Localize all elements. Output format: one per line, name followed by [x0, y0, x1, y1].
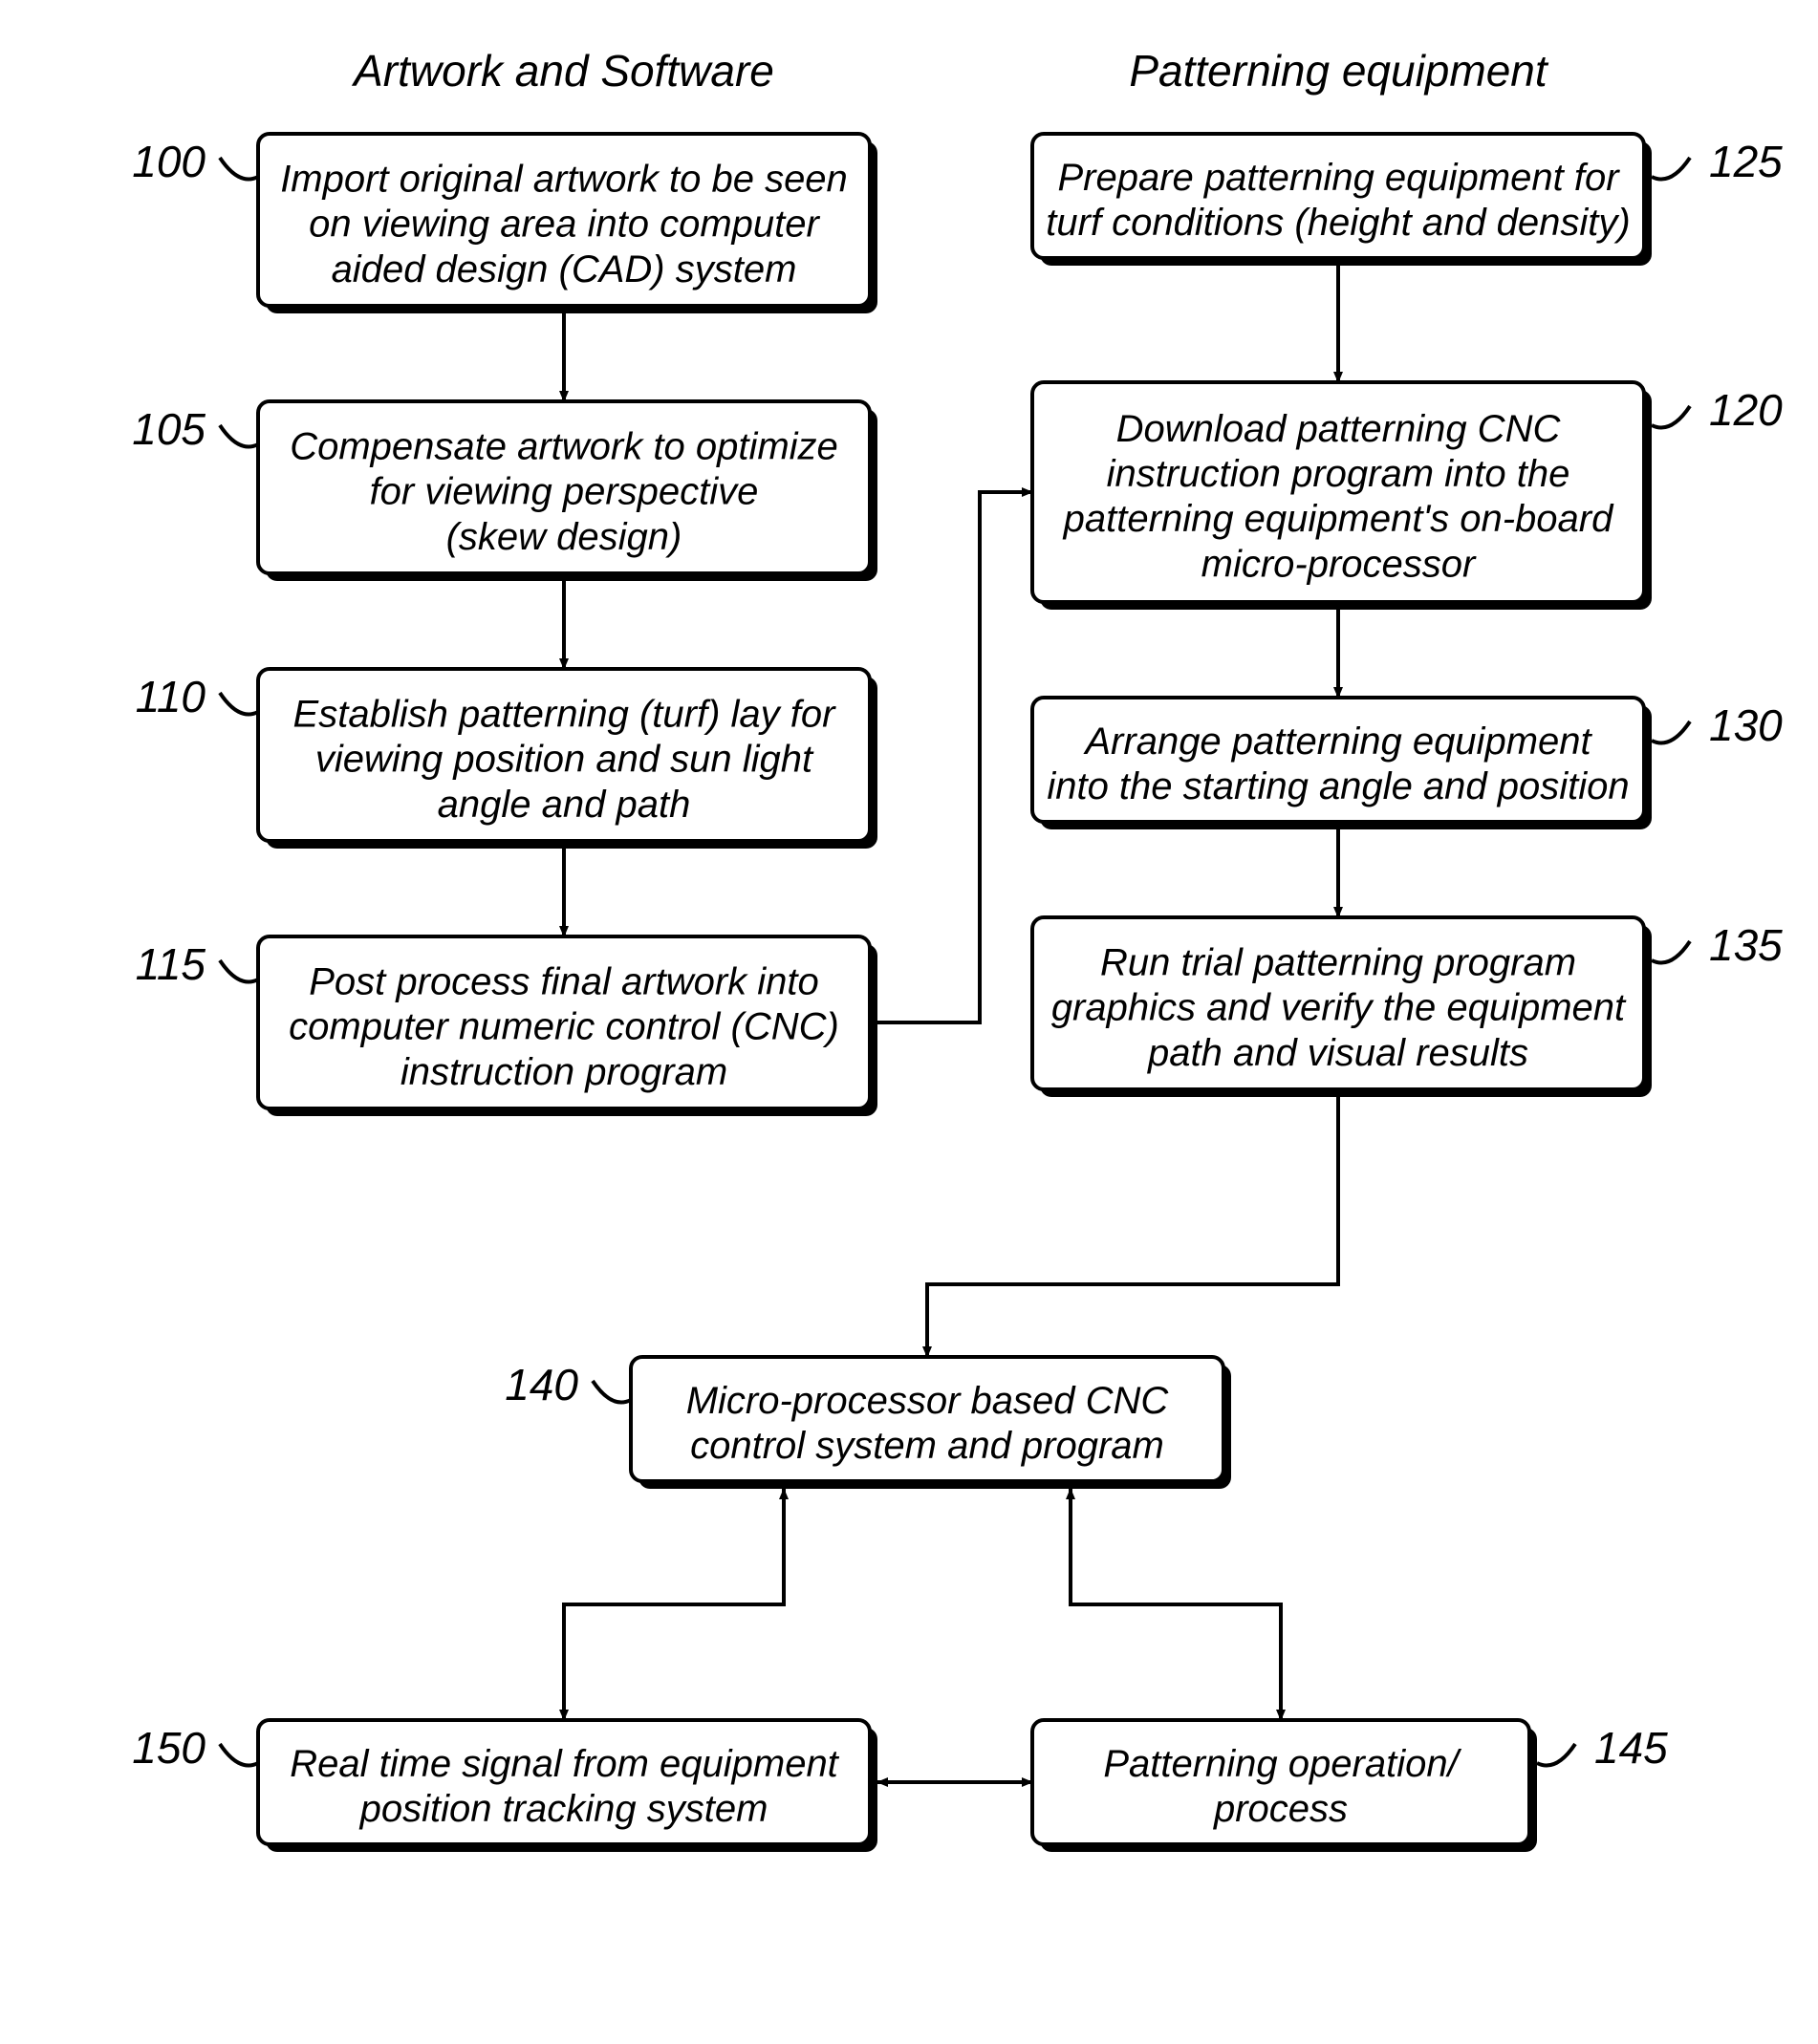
node-text: Import original artwork to be seen [280, 158, 848, 200]
node-text: Micro-processor based CNC [686, 1380, 1170, 1422]
ref-label-145: 145 [1594, 1723, 1668, 1773]
node-text: (skew design) [446, 516, 682, 558]
flow-node-150: Real time signal from equipmentposition … [132, 1720, 877, 1852]
flow-node-130: Arrange patterning equipmentinto the sta… [1032, 698, 1783, 829]
node-text: instruction program into the [1107, 453, 1570, 495]
flow-node-110: Establish patterning (turf) lay forviewi… [136, 669, 877, 849]
arrow-n135-n140 [927, 1097, 1338, 1357]
flow-node-135: Run trial patterning programgraphics and… [1032, 917, 1783, 1097]
node-text: Establish patterning (turf) lay for [293, 693, 837, 735]
node-text: micro-processor [1201, 543, 1477, 585]
ref-label-120: 120 [1709, 385, 1783, 435]
node-text: Post process final artwork into [309, 960, 819, 1002]
arrow-n115-n120 [877, 492, 1032, 1022]
ref-label-150: 150 [132, 1723, 206, 1773]
flow-node-100: Import original artwork to be seenon vie… [132, 134, 877, 313]
flow-node-115: Post process final artwork intocomputer … [136, 936, 877, 1116]
node-text: Compensate artwork to optimize [290, 425, 838, 467]
node-text: path and visual results [1147, 1032, 1528, 1074]
node-text: angle and path [438, 784, 691, 826]
node-text: Arrange patterning equipment [1083, 721, 1592, 763]
h-right: Patterning equipment [1129, 46, 1549, 96]
node-text: process [1213, 1788, 1348, 1830]
node-text: computer numeric control (CNC) [289, 1006, 839, 1048]
flowchart-canvas: Import original artwork to be seenon vie… [0, 0, 1818, 2044]
ref-label-140: 140 [505, 1360, 578, 1409]
ref-label-130: 130 [1709, 700, 1783, 750]
flow-node-140: Micro-processor based CNCcontrol system … [505, 1357, 1231, 1489]
flow-node-145: Patterning operation/process 145 [1032, 1720, 1668, 1852]
node-text: turf conditions (height and density) [1046, 202, 1630, 244]
node-text: control system and program [690, 1425, 1164, 1467]
node-text: patterning equipment's on-board [1063, 498, 1614, 540]
node-text: on viewing area into computer [309, 204, 820, 246]
node-text: Patterning operation/ [1103, 1743, 1461, 1785]
ref-label-115: 115 [136, 939, 206, 989]
node-text: viewing position and sun light [315, 739, 814, 781]
arrow-n140-n145 [1071, 1489, 1281, 1720]
h-left: Artwork and Software [351, 46, 774, 96]
ref-label-110: 110 [136, 672, 206, 721]
ref-label-105: 105 [132, 404, 206, 454]
node-text: Real time signal from equipment [290, 1743, 839, 1785]
node-text: into the starting angle and position [1047, 765, 1629, 807]
node-text: for viewing perspective [370, 471, 759, 513]
node-text: Run trial patterning program [1100, 941, 1576, 983]
ref-label-135: 135 [1709, 920, 1783, 970]
arrow-n140-n150 [564, 1489, 784, 1720]
node-text: instruction program [400, 1051, 727, 1093]
flow-node-105: Compensate artwork to optimizefor viewin… [132, 401, 877, 581]
flow-node-125: Prepare patterning equipment forturf con… [1032, 134, 1783, 266]
node-text: Prepare patterning equipment for [1057, 157, 1620, 199]
node-text: aided design (CAD) system [332, 248, 797, 290]
ref-label-125: 125 [1709, 137, 1783, 186]
ref-label-100: 100 [132, 137, 206, 186]
flow-node-120: Download patterning CNCinstruction progr… [1032, 382, 1783, 610]
node-text: position tracking system [359, 1788, 768, 1830]
node-text: Download patterning CNC [1116, 408, 1562, 450]
node-text: graphics and verify the equipment [1051, 987, 1627, 1029]
